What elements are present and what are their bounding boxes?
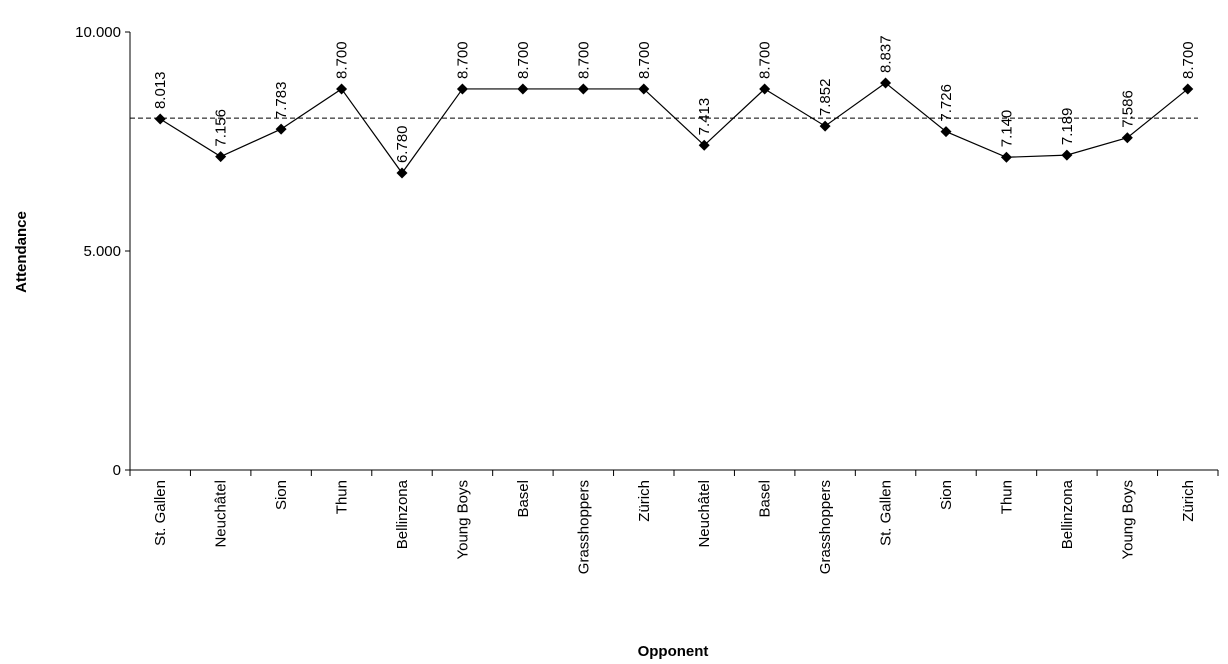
x-tick-label: Bellinzona [1059, 479, 1076, 549]
data-label: 8.700 [1180, 41, 1197, 79]
x-tick-label: Thun [998, 480, 1015, 514]
x-tick-label: Thun [334, 480, 351, 514]
data-label-layer: 8.013 7.156 7.783 8.700 6.780 8.700 8.700 8.700… [152, 35, 1197, 163]
data-label: 8.700 [515, 41, 532, 79]
x-tick-label: St. Gallen [878, 480, 895, 546]
data-point-marker [336, 83, 347, 94]
x-tick-label: Grasshoppers [575, 480, 592, 574]
y-axis: 0 5.000 10.000 [75, 24, 130, 479]
y-tick-label: 0 [113, 462, 121, 479]
data-label: 8.700 [636, 41, 653, 79]
x-tick-label: Neuchâtel [696, 480, 713, 548]
data-point-marker [1061, 150, 1072, 161]
data-point-marker [215, 151, 226, 162]
data-label: 7.140 [998, 110, 1015, 148]
data-label: 8.700 [454, 41, 471, 79]
x-tick-label: Grasshoppers [817, 480, 834, 574]
data-label: 7.189 [1059, 108, 1076, 146]
data-label: 7.586 [1119, 90, 1136, 128]
data-point-marker [276, 124, 287, 135]
data-point-marker [397, 168, 408, 179]
x-tick-label: Young Boys [454, 480, 471, 560]
x-tick-label: Basel [757, 480, 774, 518]
data-point-marker [1001, 152, 1012, 163]
data-label: 8.837 [878, 35, 895, 73]
x-axis-title: Opponent [638, 643, 709, 660]
y-axis-title: Attendance [13, 211, 30, 293]
x-tick-label: Sion [938, 480, 955, 510]
data-point-marker [820, 121, 831, 132]
x-tick-label: St. Gallen [152, 480, 169, 546]
x-tick-label: Basel [515, 480, 532, 518]
data-label: 8.700 [334, 41, 351, 79]
series-line [160, 83, 1188, 173]
x-axis: St. Gallen Neuchâtel Sion Thun Bellinzona You… [130, 470, 1218, 574]
data-label: 8.700 [757, 41, 774, 79]
x-tick-label: Bellinzona [394, 479, 411, 549]
data-label: 6.780 [394, 125, 411, 163]
x-tick-label: Sion [273, 480, 290, 510]
data-point-marker [457, 83, 468, 94]
x-tick-label: Zürich [1180, 480, 1197, 522]
data-label: 8.013 [152, 71, 169, 109]
x-tick-label: Young Boys [1119, 480, 1136, 560]
data-label: 7.726 [938, 84, 955, 122]
series-layer [155, 77, 1194, 178]
data-point-marker [155, 114, 166, 125]
data-label: 7.413 [696, 98, 713, 136]
data-label: 7.156 [213, 109, 230, 147]
data-point-marker [517, 83, 528, 94]
x-tick-label: Neuchâtel [213, 480, 230, 548]
data-label: 8.700 [575, 41, 592, 79]
data-label: 7.783 [273, 82, 290, 120]
data-point-marker [578, 83, 589, 94]
data-label: 7.852 [817, 79, 834, 117]
x-tick-label: Zürich [636, 480, 653, 522]
y-tick-label: 10.000 [75, 24, 121, 41]
y-tick-label: 5.000 [83, 243, 121, 260]
